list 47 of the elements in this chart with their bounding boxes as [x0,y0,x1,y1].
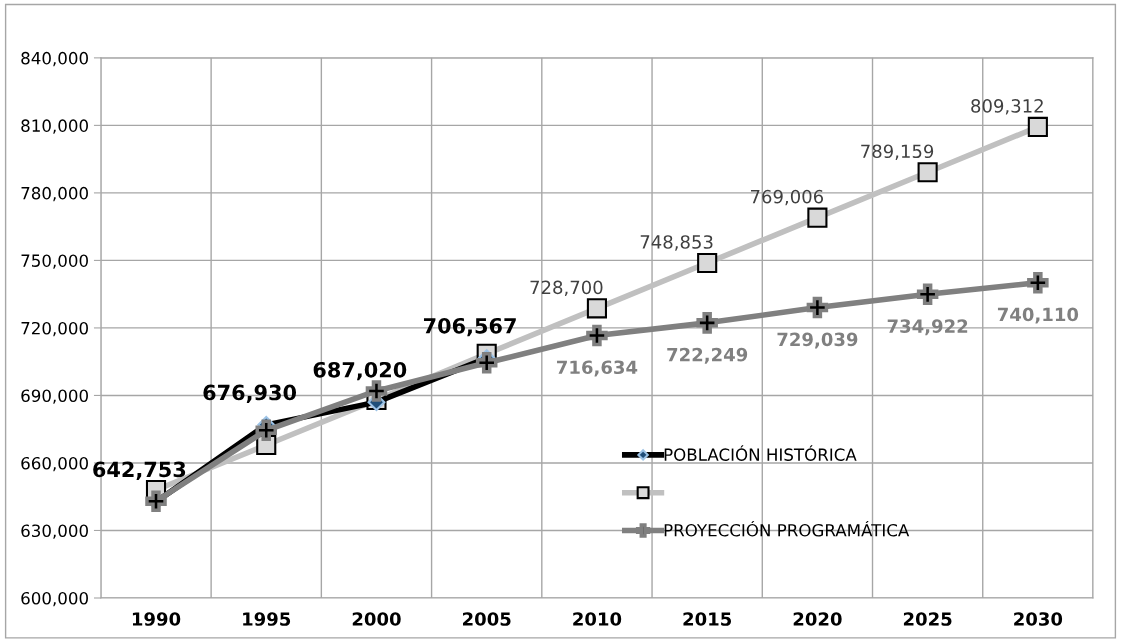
data-label: 809,312 [971,99,1043,115]
y-tick-label: 630,000 [21,524,88,539]
data-label: 729,039 [777,332,858,349]
point [696,312,718,334]
data-label: 740,110 [997,307,1079,324]
point [917,162,938,183]
data-label: 734,922 [887,319,968,336]
y-tick-label: 780,000 [21,186,88,202]
y-tick-label: 750,000 [21,254,88,269]
point [1027,116,1048,137]
data-label: 789,159 [861,144,934,160]
y-tick-label: 840,000 [21,51,88,67]
data-label: 676,930 [203,384,297,404]
point [1027,271,1049,294]
data-label: 716,634 [557,360,638,377]
data-label: 728,700 [530,280,603,296]
x-tick-label: 1990 [132,612,181,626]
y-tick-label: 810,000 [21,119,88,134]
x-tick-label: 2025 [903,612,952,626]
data-label: 722,249 [667,347,748,364]
data-label: 769,006 [750,189,824,206]
y-tick-label: 600,000 [21,591,88,607]
x-tick-label: 2020 [793,612,842,626]
point [475,352,498,374]
y-tick-label: 690,000 [21,389,88,404]
x-tick-label: 2030 [1014,612,1063,626]
x-tick-label: 2015 [683,612,732,626]
x-tick-label: 2005 [463,612,511,626]
legend-label: PROYECCIÓN PROGRAMÁTICA [664,520,910,537]
data-label: 748,853 [640,235,713,251]
y-tick-label: 720,000 [21,321,88,337]
data-label: 642,753 [93,461,186,480]
x-tick-label: 2000 [352,612,401,626]
point [916,283,939,306]
legend-label: POBLACIÓN HISTÓRICA [664,445,857,461]
point [586,324,608,347]
point [806,296,829,319]
point [586,298,607,319]
point [255,419,278,442]
data-label: 687,020 [313,361,407,381]
y-tick-label: 660,000 [21,456,88,472]
data-label: 706,567 [423,317,516,337]
point [807,207,828,228]
x-tick-label: 1995 [243,612,291,626]
x-tick-label: 2010 [573,612,622,626]
point [697,252,718,274]
point [365,380,388,402]
